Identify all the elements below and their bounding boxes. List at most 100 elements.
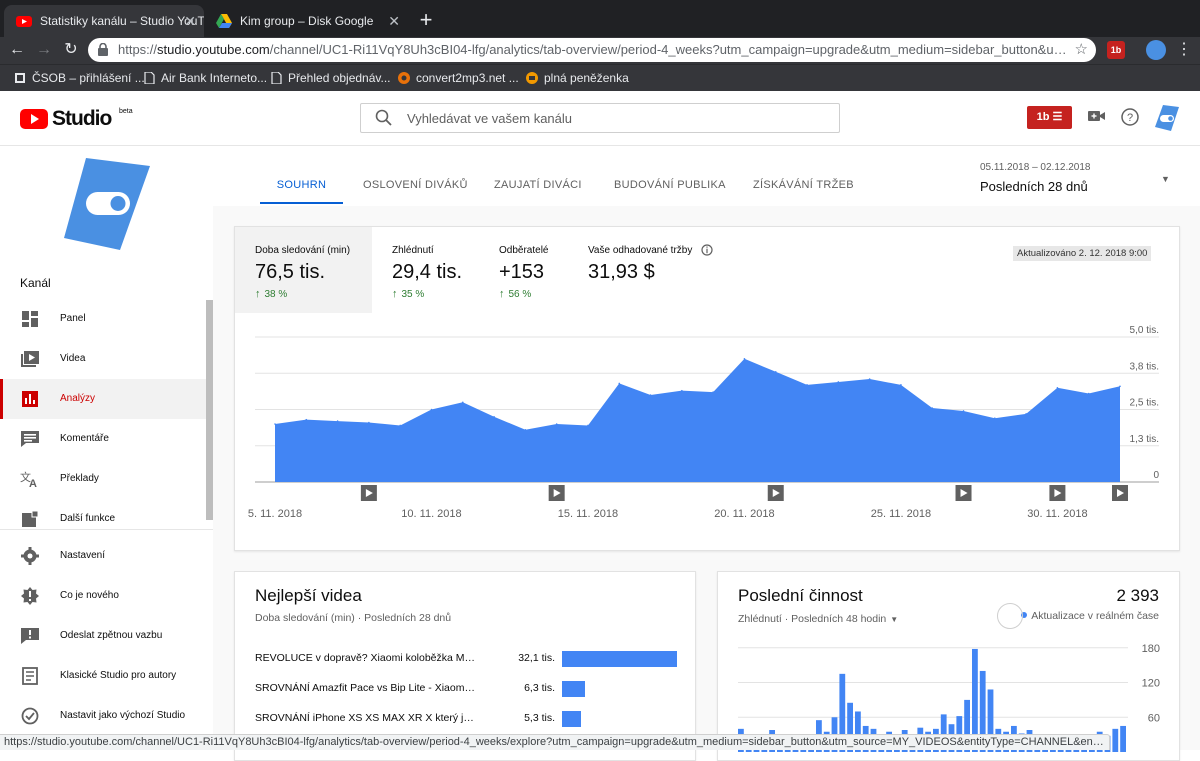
extension-icon[interactable]: 1b: [1107, 41, 1125, 59]
extension-button[interactable]: 1b ☰: [1027, 106, 1072, 129]
bookmark-item[interactable]: Přehled objednáv...: [270, 65, 391, 91]
metric-label: Vaše odhadované tržby: [588, 245, 693, 256]
sidebar-item-classic-studio[interactable]: Klasické Studio pro autory: [0, 656, 206, 696]
tab-engagement[interactable]: ZAUJATÍ DIVÁCI: [494, 179, 582, 191]
bookmark-item[interactable]: ČSOB – přihlášení ...: [14, 65, 145, 91]
video-title: REVOLUCE v dopravě? Xiaomi koloběžka Mi …: [255, 652, 477, 664]
account-avatar[interactable]: [1155, 105, 1179, 131]
browser-menu-icon[interactable]: ⋮: [1176, 41, 1192, 58]
metric-views[interactable]: Zhlédnutí 29,4 tis. ↑ 35 %: [372, 227, 480, 313]
top-video-row[interactable]: SROVNÁNÍ Amazfit Pace vs Bip Lite - Xiao…: [255, 680, 680, 698]
activity-metric-selector[interactable]: Zhlédnutí · Posledních 48 hodin ▼: [738, 613, 898, 625]
url-scheme: https://: [118, 42, 158, 57]
browser-toolbar: ← → ↻ https://studio.youtube.com/channel…: [0, 37, 1200, 64]
profile-avatar[interactable]: [1146, 40, 1166, 60]
bookmark-item[interactable]: Air Bank Interneto...: [143, 65, 267, 91]
metric-revenue[interactable]: Vaše odhadované tržby 31,93 $: [568, 227, 718, 313]
sidebar-item-label: Komentáře: [60, 433, 109, 444]
browser-tab-active[interactable]: Statistiky kanálu – Studio YouTube ✕: [4, 5, 204, 37]
sidebar-item-feedback[interactable]: Odeslat zpětnou vazbu: [0, 616, 206, 656]
help-icon[interactable]: ?: [1121, 108, 1139, 126]
activity-bar: [847, 702, 853, 752]
page-icon: [144, 72, 155, 84]
search-input[interactable]: [407, 109, 827, 127]
address-bar[interactable]: https://studio.youtube.com/channel/UC1-R…: [88, 38, 1096, 62]
channel-avatar[interactable]: [62, 156, 152, 252]
metric-value: 31,93 $: [588, 261, 655, 283]
more-features-icon: [22, 510, 39, 527]
analytics-icon: [22, 391, 38, 407]
activity-bar: [839, 673, 846, 752]
tab-reach[interactable]: OSLOVENÍ DIVÁKŮ: [363, 179, 468, 191]
metric-watch-time[interactable]: Doba sledování (min) 76,5 tis. ↑ 38 %: [235, 227, 372, 313]
youtube-logo-icon: [20, 109, 48, 129]
sidebar-item-comments[interactable]: Komentáře: [0, 419, 206, 459]
activity-bar: [1112, 728, 1119, 752]
data-point: [1056, 386, 1059, 389]
bookmark-item[interactable]: plná peněženka: [526, 65, 629, 91]
close-tab-icon[interactable]: ✕: [184, 13, 196, 29]
bookmark-star-icon[interactable]: ☆: [1074, 41, 1088, 58]
chevron-down-icon[interactable]: ▼: [1161, 174, 1170, 184]
data-point: [1119, 385, 1121, 388]
x-tick-label: 15. 11. 2018: [558, 508, 618, 520]
logo-text: Studio: [52, 107, 112, 130]
sidebar-item-whats-new[interactable]: Co je nového: [0, 576, 206, 616]
sidebar-item-settings[interactable]: Nastavení: [0, 536, 206, 576]
metric-subscribers[interactable]: Odběratelé +153 ↑ 56 %: [479, 227, 569, 313]
video-bar: [562, 711, 581, 727]
create-video-icon[interactable]: [1088, 109, 1106, 123]
bookmark-label: Air Bank Interneto...: [161, 71, 268, 85]
metric-delta-value: 35 %: [401, 289, 425, 300]
video-bar: [562, 651, 677, 667]
data-point: [274, 423, 276, 425]
data-point: [461, 401, 464, 404]
top-video-row[interactable]: SROVNÁNÍ iPhone XS XS MAX XR X který je …: [255, 710, 680, 728]
close-tab-icon[interactable]: ✕: [388, 13, 400, 29]
data-point: [900, 384, 902, 386]
metric-delta: ↑ 38 %: [255, 288, 287, 300]
info-icon[interactable]: [701, 244, 713, 256]
reload-button[interactable]: ↻: [64, 41, 78, 58]
data-point: [493, 415, 495, 418]
tab-overview[interactable]: SOUHRN: [260, 146, 343, 204]
sidebar-item-set-default[interactable]: Nastavit jako výchozí Studio: [0, 696, 206, 736]
sidebar-item-analytics[interactable]: Analýzy: [0, 379, 206, 419]
search-box[interactable]: [360, 103, 840, 133]
play-icon: [553, 489, 561, 497]
activity-bar: [972, 648, 978, 752]
play-icon: [772, 489, 780, 497]
tab-revenue[interactable]: ZÍSKÁVÁNÍ TRŽEB: [753, 179, 854, 191]
bookmark-item[interactable]: convert2mp3.net ...: [398, 65, 519, 91]
date-range-picker[interactable]: 05.11.2018 – 02.12.2018 Posledních 28 dn…: [980, 162, 1090, 194]
activity-bar: [964, 699, 970, 752]
metric-delta-value: 38 %: [264, 289, 288, 300]
sidebar-item-label: Nastavit jako výchozí Studio: [60, 710, 186, 721]
recent-activity-card: Poslední činnost 2 393 Zhlédnutí · Posle…: [717, 571, 1180, 761]
x-tick-label: 10. 11. 2018: [401, 508, 461, 520]
sidebar-scrollbar[interactable]: [206, 300, 213, 520]
top-video-row[interactable]: REVOLUCE v dopravě? Xiaomi koloběžka Mi …: [255, 650, 680, 668]
watch-time-chart: 0 1,3 tis. 2,5 tis. 3,8 tis. 5,0 tis. 5. 11. …: [248, 325, 1160, 520]
video-published-marker: [360, 485, 377, 501]
activity-bar: [940, 714, 947, 752]
date-range-period: Posledních 28 dnů: [980, 179, 1088, 194]
sidebar-item-panel[interactable]: Panel: [0, 299, 206, 339]
sidebar-item-videos[interactable]: Videa: [0, 339, 206, 379]
data-point: [587, 424, 589, 427]
data-point: [743, 357, 746, 360]
browser-tab[interactable]: Kim group – Disk Google ✕: [204, 5, 408, 37]
data-point: [868, 378, 871, 380]
sidebar-item-more-features[interactable]: Další funkce: [0, 499, 206, 539]
tab-audience[interactable]: BUDOVÁNÍ PUBLIKA: [614, 179, 726, 191]
realtime-label: Aktualizace v reálném čase: [1031, 610, 1159, 622]
back-button[interactable]: ←: [9, 41, 25, 58]
new-tab-button[interactable]: +: [419, 7, 433, 32]
sidebar-divider: [0, 529, 213, 530]
y-tick-label: 3,8 tis.: [1130, 361, 1159, 372]
forward-button[interactable]: →: [36, 41, 52, 58]
video-title: SROVNÁNÍ Amazfit Pace vs Bip Lite - Xiao…: [255, 682, 477, 694]
live-dot-icon: [1021, 612, 1028, 618]
svg-text:文: 文: [20, 470, 31, 484]
